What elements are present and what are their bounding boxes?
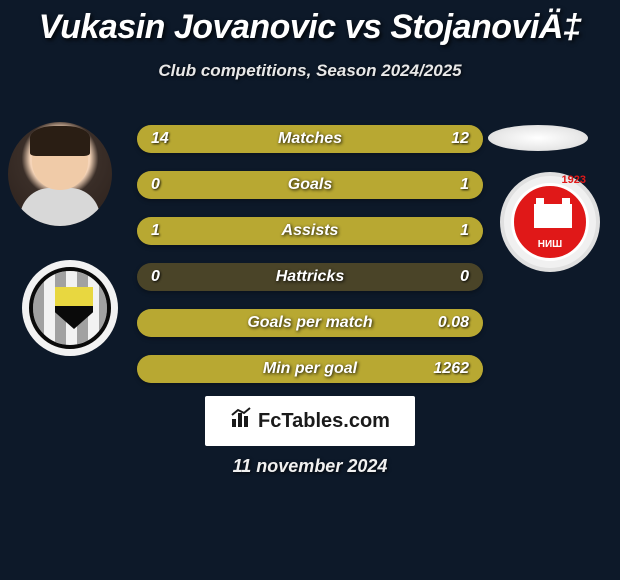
club-left-badge [22, 260, 118, 356]
stat-value-right: 0.08 [438, 314, 469, 332]
club-right-castle [534, 204, 572, 228]
stat-value-right: 1 [460, 222, 469, 240]
logo-label: FcTables.com [258, 410, 390, 433]
player-left-avatar [8, 122, 112, 226]
stat-value-right: 12 [451, 130, 469, 148]
player-right-placeholder [488, 125, 588, 151]
stat-row: 1Assists1 [137, 217, 483, 245]
logo-icon [230, 407, 254, 435]
stat-row: 14Matches12 [137, 125, 483, 153]
stat-value-right: 1262 [433, 360, 469, 378]
stat-row: Goals per match0.08 [137, 309, 483, 337]
avatar-body [20, 188, 100, 226]
club-right-inner: НИШ [511, 183, 589, 261]
club-right-badge: НИШ 1923 [500, 172, 600, 272]
stat-label: Min per goal [137, 360, 483, 378]
logo-text: FcTables.com [230, 407, 390, 435]
stat-value-right: 1 [460, 176, 469, 194]
stat-label: Goals [137, 176, 483, 194]
stat-row: 0Goals1 [137, 171, 483, 199]
stat-label: Hattricks [137, 268, 483, 286]
stat-value-right: 0 [460, 268, 469, 286]
club-left-inner [29, 267, 111, 349]
stat-label: Matches [137, 130, 483, 148]
club-right-year: 1923 [562, 174, 586, 186]
avatar-hair [30, 126, 90, 156]
stat-row: Min per goal1262 [137, 355, 483, 383]
stat-label: Goals per match [137, 314, 483, 332]
comparison-card: Vukasin Jovanovic vs StojanoviÄ‡ Club co… [0, 0, 620, 580]
stat-row: 0Hattricks0 [137, 263, 483, 291]
page-title: Vukasin Jovanovic vs StojanoviÄ‡ [0, 0, 620, 47]
club-right-text: НИШ [514, 239, 586, 250]
date-label: 11 november 2024 [0, 456, 620, 477]
subtitle: Club competitions, Season 2024/2025 [0, 61, 620, 81]
stats-container: 14Matches120Goals11Assists10Hattricks0Go… [137, 125, 483, 401]
logo-box[interactable]: FcTables.com [205, 396, 415, 446]
stat-label: Assists [137, 222, 483, 240]
